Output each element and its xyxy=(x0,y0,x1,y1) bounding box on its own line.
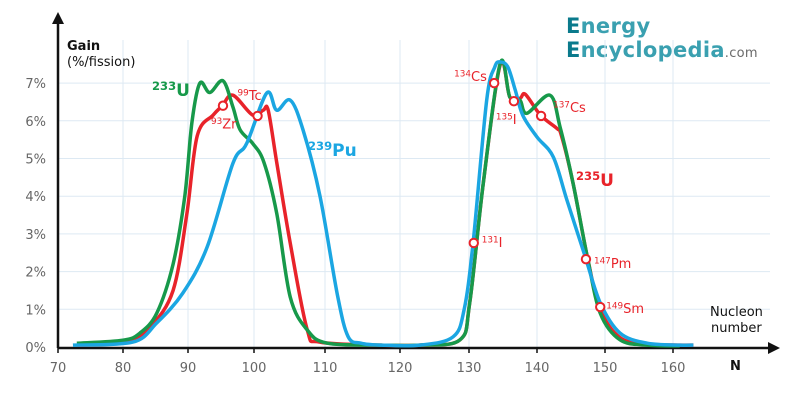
isotope-marker xyxy=(488,77,500,89)
series-label-mass: 233 xyxy=(152,79,176,93)
y-axis-arrow-icon xyxy=(52,12,64,24)
isotope-marker xyxy=(217,100,229,111)
x-tick-label: 140 xyxy=(525,361,550,376)
series-label: 233U xyxy=(152,79,190,101)
isotope-label-element: Zr xyxy=(222,118,237,133)
isotope-label-mass: 99 xyxy=(238,88,249,98)
isotope-marker xyxy=(580,253,592,265)
isotope-marker xyxy=(535,110,547,122)
x-axis-arrow-icon xyxy=(768,342,780,354)
x-tick-label: 110 xyxy=(313,361,338,376)
isotope-label: 99Tc xyxy=(238,88,262,104)
isotope-label: 149Sm xyxy=(606,301,644,317)
isotope-label: 131I xyxy=(482,235,503,251)
y-tick-label: 1% xyxy=(25,303,46,318)
isotope-label-element: Tc xyxy=(248,89,262,104)
isotope-label-mass: 137 xyxy=(553,100,570,110)
series-label-element: U xyxy=(600,171,614,191)
x-axis-label-line2: number xyxy=(711,321,762,336)
x-axis-symbol: N xyxy=(730,359,741,374)
y-tick-label: 5% xyxy=(25,153,46,168)
isotope-label-mass: 134 xyxy=(454,70,471,80)
x-tick-label: 90 xyxy=(180,361,197,376)
y-axis-unit: (%/fission) xyxy=(67,55,135,70)
logo-text: E xyxy=(566,14,581,38)
isotope-marker xyxy=(595,301,606,313)
isotope-marker xyxy=(468,237,479,249)
isotope-label: 147Pm xyxy=(594,257,631,273)
isotope-marker xyxy=(508,95,520,107)
series-label-mass: 239 xyxy=(308,139,332,153)
isotope-label-mass: 147 xyxy=(594,257,611,267)
isotope-label-element: Cs xyxy=(471,70,487,85)
isotope-marker xyxy=(252,110,263,122)
y-tick-label: 7% xyxy=(25,77,46,92)
logo-text: nergy xyxy=(580,14,651,38)
isotope-label-element: I xyxy=(513,113,517,128)
x-tick-label: 120 xyxy=(388,361,413,376)
series-line-pu239 xyxy=(72,60,694,348)
isotope-label-mass: 135 xyxy=(496,113,513,123)
x-tick-label: 70 xyxy=(50,361,67,376)
isotope-label-element: Sm xyxy=(623,302,644,317)
y-tick-label: 3% xyxy=(25,228,46,243)
series-label-element: Pu xyxy=(332,141,357,161)
x-tick-label: 100 xyxy=(242,361,267,376)
series-label: 235U xyxy=(576,169,614,191)
series-line-u233 xyxy=(76,58,680,348)
isotope-label: 134Cs xyxy=(454,70,487,86)
y-axis-label: Gain xyxy=(67,39,100,54)
x-axis-label-line1: Nucleon xyxy=(710,305,763,320)
x-tick-label: 150 xyxy=(593,361,618,376)
isotope-label-element: I xyxy=(499,236,503,251)
x-tick-label: 160 xyxy=(661,361,686,376)
isotope-label: 137Cs xyxy=(553,100,586,116)
x-tick-label: 80 xyxy=(115,361,132,376)
isotope-label-element: Pm xyxy=(611,257,632,272)
series-label-element: U xyxy=(176,81,190,101)
isotope-label-element: Cs xyxy=(570,101,586,116)
isotope-label: 135I xyxy=(496,113,517,129)
x-tick-label: 130 xyxy=(457,361,482,376)
y-tick-label: 0% xyxy=(25,341,46,356)
y-tick-label: 2% xyxy=(25,266,46,281)
series-label: 239Pu xyxy=(308,139,357,161)
isotope-label: 93Zr xyxy=(211,117,237,133)
logo-text: E xyxy=(566,38,581,62)
y-tick-label: 6% xyxy=(25,115,46,130)
isotope-label-mass: 131 xyxy=(482,235,499,245)
logo-text: .com xyxy=(724,46,758,61)
series-label-mass: 235 xyxy=(576,169,600,183)
isotope-label-mass: 149 xyxy=(606,301,623,311)
isotope-label-mass: 93 xyxy=(211,117,222,127)
y-tick-label: 4% xyxy=(25,190,46,205)
